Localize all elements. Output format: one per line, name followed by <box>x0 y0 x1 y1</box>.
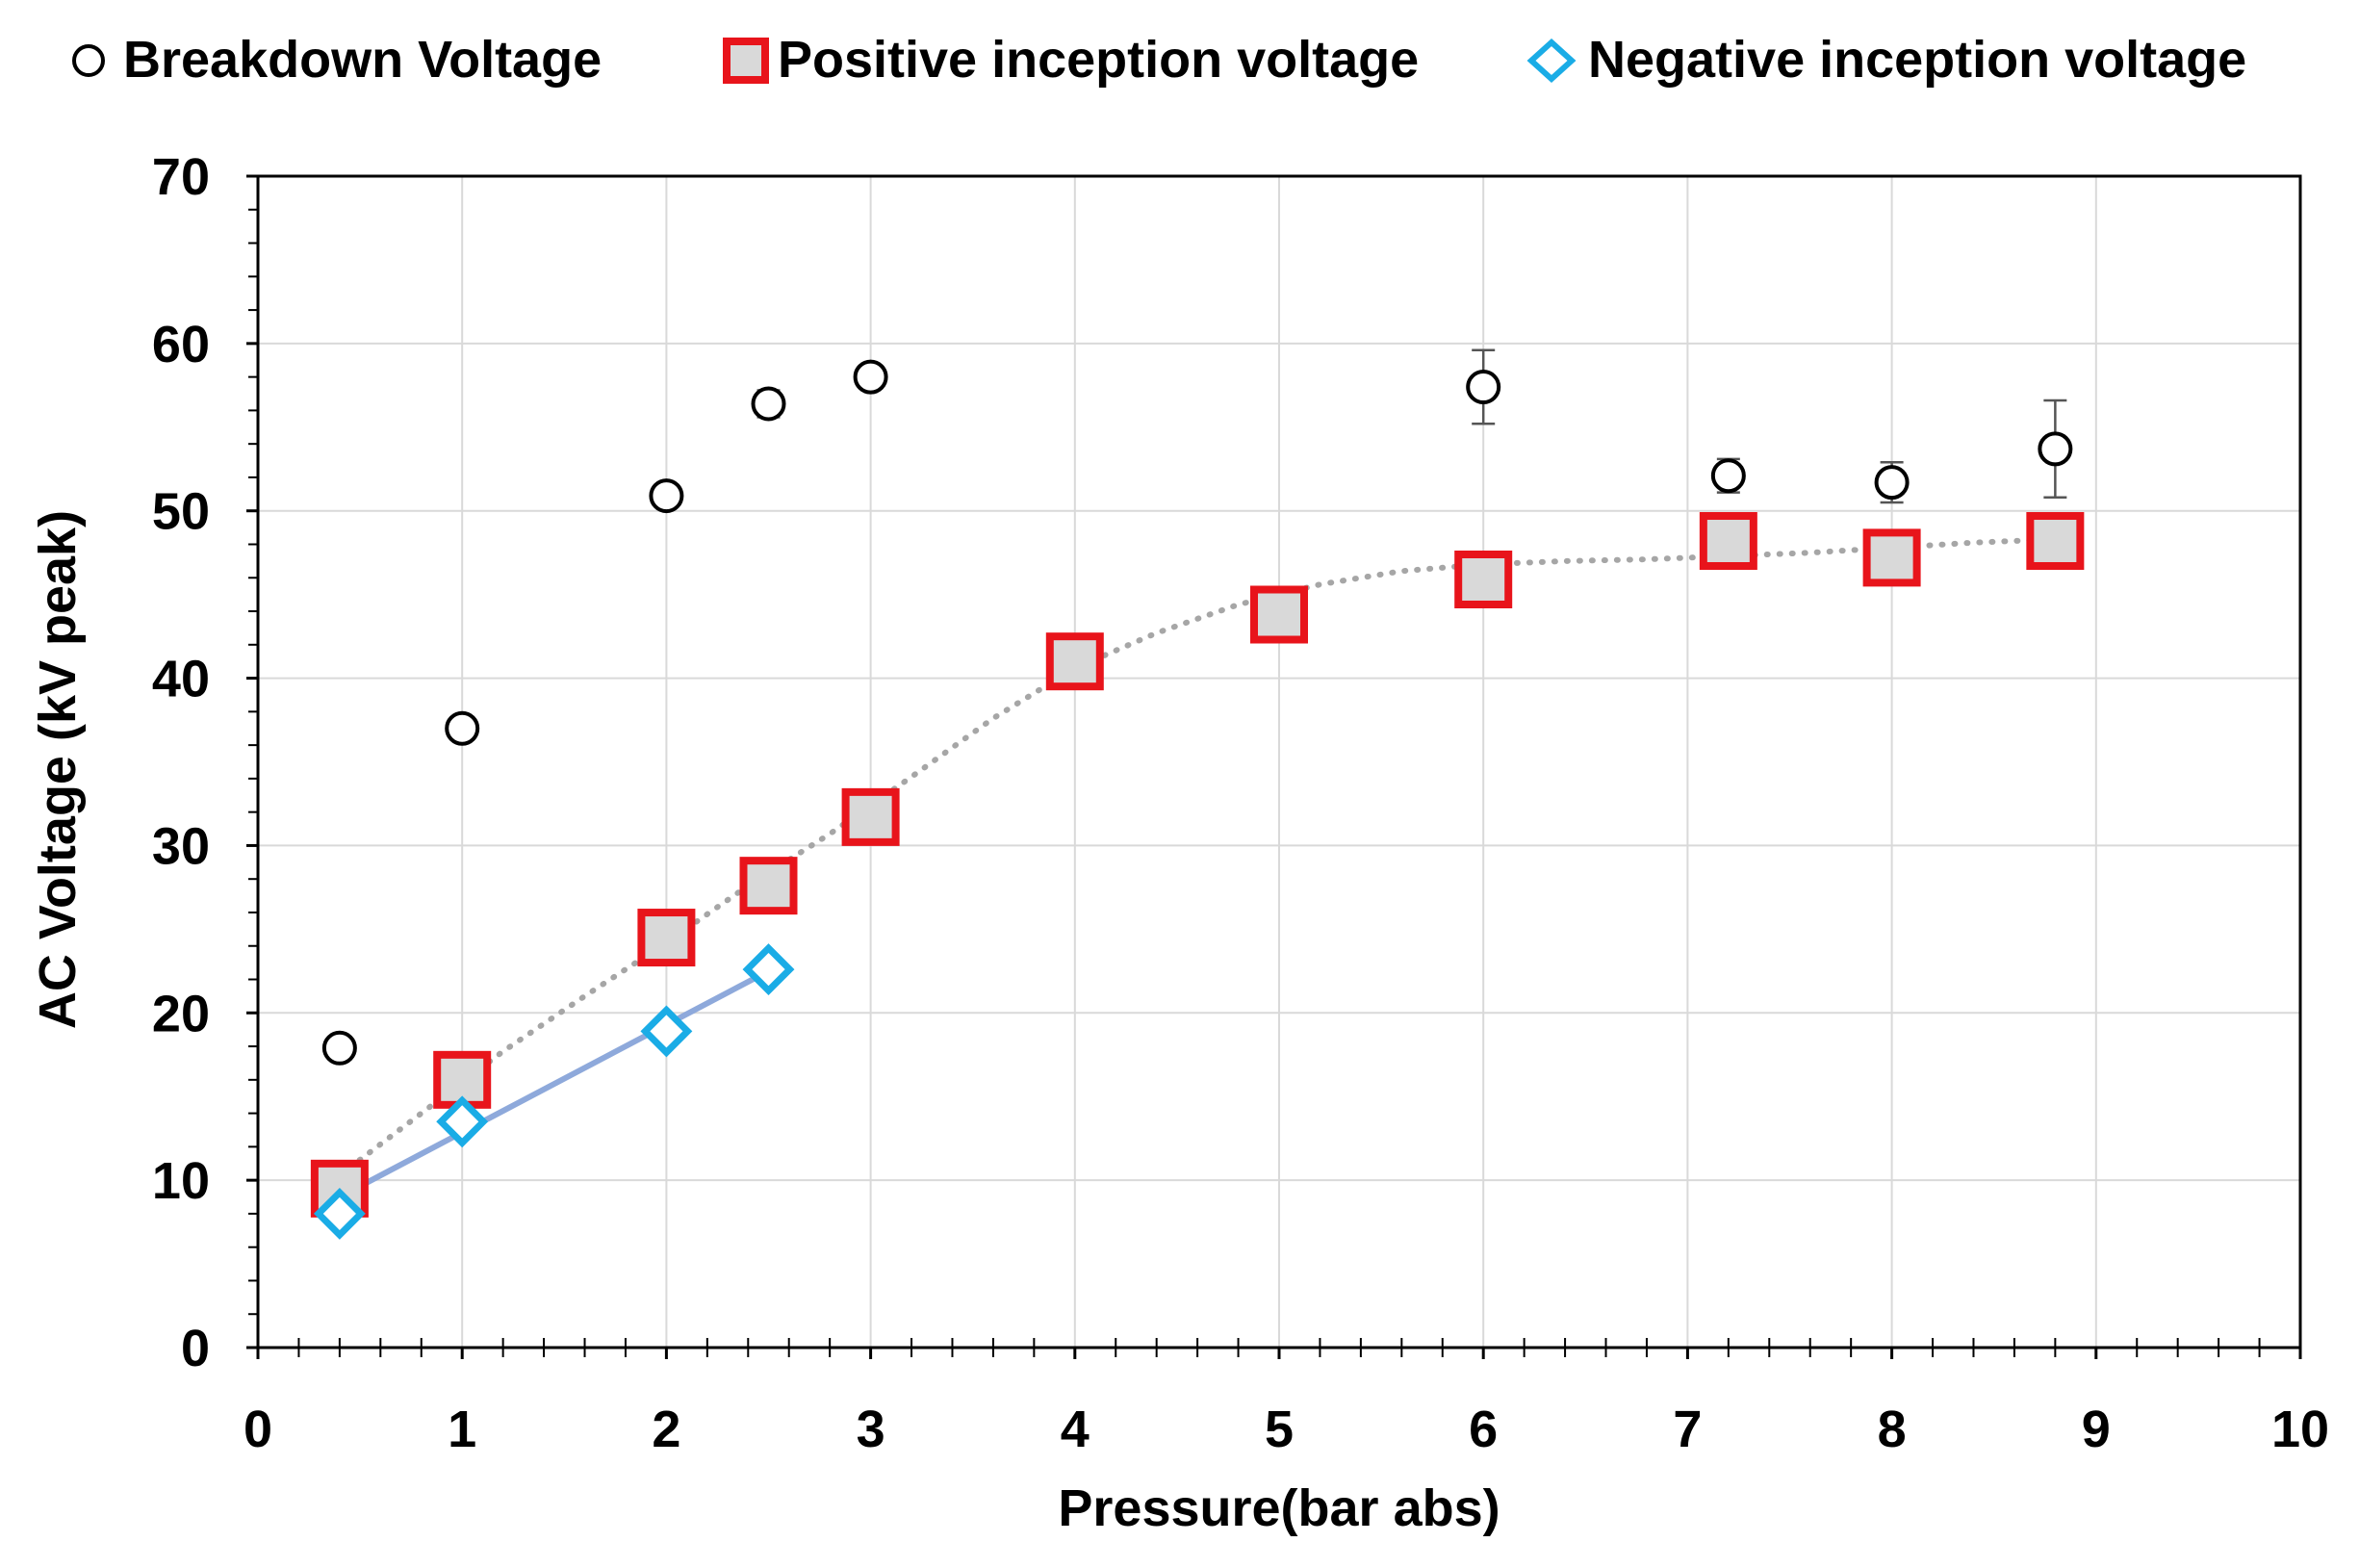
x-tick-labels: 0 1 2 3 4 5 6 7 8 9 10 <box>244 1401 2329 1458</box>
y-tick-label: 40 <box>152 651 210 708</box>
breakdown-point <box>751 386 786 422</box>
x-tick-label: 0 <box>244 1401 272 1458</box>
x-tick-label: 7 <box>1673 1401 1702 1458</box>
breakdown-point <box>853 359 888 395</box>
trendline-series-1 <box>336 536 2059 1178</box>
x-tick-label: 10 <box>2271 1401 2329 1458</box>
x-axis-title: Pressure(bar abs) <box>1058 1479 1500 1537</box>
breakdown-point <box>2038 431 2073 467</box>
y-tick-labels: 0 10 20 30 40 50 60 70 <box>152 148 210 1377</box>
legend-label-breakdown: Breakdown Voltage <box>123 31 602 89</box>
negative-inception-point <box>313 1187 366 1240</box>
negative-inception-point <box>436 1095 489 1148</box>
positive-inception-point <box>1862 528 1921 587</box>
legend-marker-circle-icon <box>72 44 105 77</box>
x-tick-label: 4 <box>1061 1401 1090 1458</box>
breakdown-point <box>1466 370 1501 405</box>
gridlines <box>258 176 2300 1348</box>
breakdown-point <box>1874 465 1910 501</box>
positive-inception-point <box>1045 632 1104 691</box>
positive-inception-point <box>841 787 900 846</box>
x-tick-label: 3 <box>857 1401 885 1458</box>
positive-inception-point <box>1250 585 1308 644</box>
y-tick-label: 10 <box>152 1152 210 1210</box>
x-tick-label: 1 <box>448 1401 476 1458</box>
legend-marker-diamond-icon <box>1526 38 1577 84</box>
negative-inception-point <box>742 943 795 996</box>
data-points <box>310 359 2085 1240</box>
y-tick-label: 70 <box>152 148 210 206</box>
y-tick-label: 30 <box>152 817 210 875</box>
legend: Breakdown Voltage Positive inception vol… <box>72 31 2246 89</box>
y-tick-label: 50 <box>152 483 210 541</box>
legend-item-breakdown: Breakdown Voltage <box>72 31 602 89</box>
positive-inception-point <box>1699 512 1757 571</box>
error-bars <box>756 348 2067 504</box>
breakdown-point <box>321 1030 357 1066</box>
legend-marker-square-icon <box>723 38 769 84</box>
minor-ticks <box>246 174 2302 1359</box>
x-tick-label: 8 <box>1878 1401 1907 1458</box>
trendlines <box>336 536 2059 1200</box>
y-axis-title: AC Voltage (kV peak) <box>29 510 87 1029</box>
x-tick-label: 2 <box>652 1401 680 1458</box>
plot-frame <box>256 174 2302 1350</box>
y-tick-label: 0 <box>181 1320 210 1377</box>
positive-inception-point <box>637 909 696 967</box>
positive-inception-point <box>1454 550 1513 608</box>
trendline-series-2 <box>336 967 772 1200</box>
negative-inception-point <box>640 1005 693 1058</box>
legend-label-positive: Positive inception voltage <box>778 31 1419 89</box>
x-tick-label: 5 <box>1265 1401 1294 1458</box>
legend-item-positive: Positive inception voltage <box>723 31 1419 89</box>
positive-inception-point <box>739 857 798 915</box>
breakdown-point <box>1710 458 1746 494</box>
legend-label-negative: Negative inception voltage <box>1588 31 2246 89</box>
breakdown-point <box>445 710 480 746</box>
legend-item-negative: Negative inception voltage <box>1526 31 2246 89</box>
y-tick-label: 60 <box>152 316 210 373</box>
breakdown-point <box>649 478 684 514</box>
positive-inception-point <box>2026 512 2085 571</box>
x-tick-label: 6 <box>1469 1401 1498 1458</box>
y-tick-label: 20 <box>152 985 210 1042</box>
x-tick-label: 9 <box>2082 1401 2111 1458</box>
